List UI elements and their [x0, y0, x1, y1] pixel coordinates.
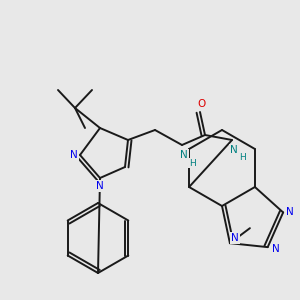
Text: N: N	[96, 181, 104, 191]
Text: H: H	[238, 154, 245, 163]
Text: H: H	[189, 158, 195, 167]
Text: N: N	[272, 244, 280, 254]
Text: O: O	[198, 99, 206, 109]
Text: N: N	[230, 145, 238, 155]
Text: N: N	[286, 207, 294, 218]
Text: N: N	[231, 233, 239, 243]
Text: N: N	[180, 150, 188, 160]
Text: N: N	[70, 150, 78, 160]
